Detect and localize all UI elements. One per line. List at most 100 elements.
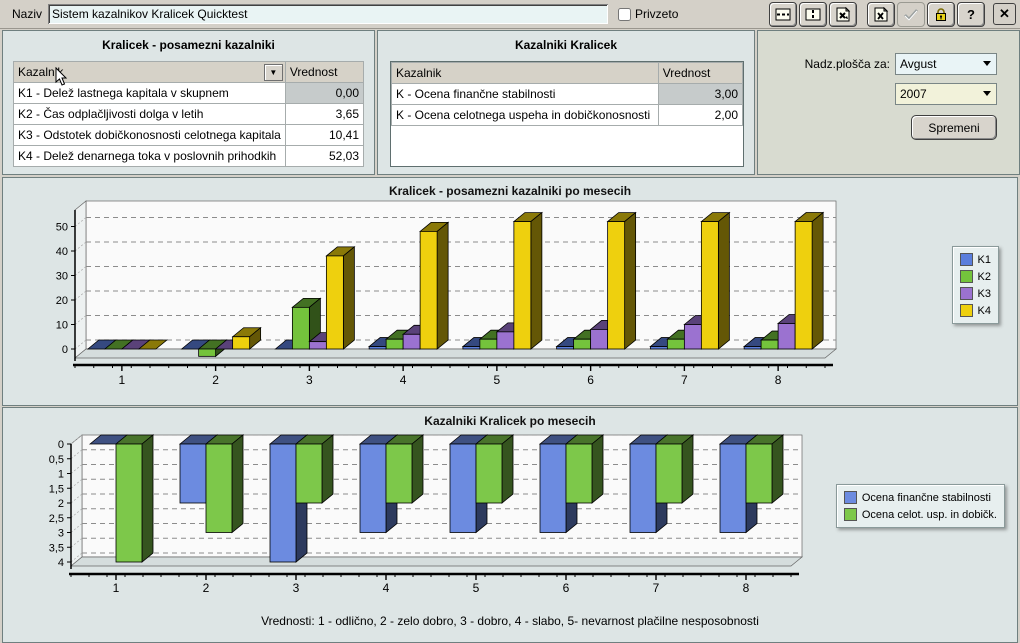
legend-swatch — [960, 270, 973, 283]
legend-item: K4 — [960, 302, 991, 319]
table-row[interactable]: K2 - Čas odplačljivosti dolga v letih3,6… — [14, 104, 364, 125]
cell-kazalnik[interactable]: K4 - Delež denarnega toka v poslovnih pr… — [14, 146, 286, 167]
svg-text:3: 3 — [306, 373, 313, 387]
panel-title: Kazalniki Kralicek — [378, 31, 754, 52]
svg-text:7: 7 — [681, 373, 688, 387]
svg-text:30: 30 — [56, 271, 68, 283]
close-button[interactable]: ✕ — [993, 3, 1016, 25]
chart-panel-posamezni: Kralicek - posamezni kazalniki po meseci… — [2, 177, 1018, 406]
lock-button[interactable] — [927, 2, 955, 27]
svg-text:1: 1 — [113, 581, 120, 595]
chart-legend: Ocena finančne stabilnostiOcena celot. u… — [836, 484, 1005, 528]
legend-item: K1 — [960, 251, 991, 268]
chart-footnote: Vrednosti: 1 - odlično, 2 - zelo dobro, … — [3, 614, 1017, 628]
legend-item: Ocena celot. usp. in dobičk. — [844, 506, 997, 523]
panel-posamezni-kazalniki: Kralicek - posamezni kazalniki Kazalnik … — [2, 30, 375, 175]
split-vertical-button[interactable] — [799, 2, 827, 27]
cell-kazalnik[interactable]: K3 - Odstotek dobičkonosnosti celotnega … — [14, 125, 286, 146]
cell-kazalnik[interactable]: K - Ocena celotnega uspeha in dobičkonos… — [392, 105, 659, 126]
column-header-vrednost[interactable]: Vrednost — [285, 62, 363, 83]
svg-text:0: 0 — [62, 344, 68, 356]
svg-text:6: 6 — [563, 581, 570, 595]
toolbar-buttons: ? ✕ — [769, 2, 1020, 27]
spremeni-button[interactable]: Spremeni — [911, 115, 997, 140]
cell-vrednost[interactable]: 2,00 — [658, 105, 742, 126]
table-row[interactable]: K4 - Delež denarnega toka v poslovnih pr… — [14, 146, 364, 167]
confirm-icon — [903, 8, 919, 21]
cell-vrednost[interactable]: 10,41 — [285, 125, 363, 146]
document-export-button[interactable] — [829, 2, 857, 27]
svg-text:50: 50 — [56, 222, 68, 234]
svg-text:20: 20 — [56, 295, 68, 307]
svg-text:5: 5 — [473, 581, 480, 595]
legend-swatch — [844, 491, 857, 504]
legend-item: K3 — [960, 285, 991, 302]
table-header-row: Kazalnik Vrednost — [392, 63, 743, 84]
privzeto-checkbox[interactable] — [618, 8, 631, 21]
legend-swatch — [960, 253, 973, 266]
table-row[interactable]: K - Ocena celotnega uspeha in dobičkonos… — [392, 105, 743, 126]
nadzplosca-label: Nadz.plošča za: — [805, 57, 890, 71]
svg-text:0,5: 0,5 — [49, 454, 64, 466]
panel-title: Kralicek - posamezni kazalniki — [3, 31, 374, 52]
table-row[interactable]: K3 - Odstotek dobičkonosnosti celotnega … — [14, 125, 364, 146]
chart-panel-kralicek: Kazalniki Kralicek po mesecih 0 0,5 1 1,5 2 2… — [2, 407, 1018, 643]
privzeto-label: Privzeto — [635, 7, 678, 21]
legend-swatch — [844, 508, 857, 521]
document-delete-button[interactable] — [867, 2, 895, 27]
svg-text:1,5: 1,5 — [49, 483, 64, 495]
svg-text:4: 4 — [400, 373, 407, 387]
cell-kazalnik[interactable]: K - Ocena finančne stabilnosti — [392, 84, 659, 105]
cell-vrednost[interactable]: 3,00 — [658, 84, 742, 105]
svg-text:0: 0 — [58, 439, 64, 451]
document-delete-icon — [873, 7, 889, 22]
svg-text:2: 2 — [203, 581, 210, 595]
help-button[interactable]: ? — [957, 2, 985, 27]
legend-swatch — [960, 287, 973, 300]
close-icon: ✕ — [999, 6, 1010, 22]
svg-text:1: 1 — [119, 373, 126, 387]
kralicek-table-area: Kazalnik Vrednost K - Ocena finančne sta… — [390, 61, 744, 167]
column-header-kazalnik[interactable]: Kazalnik — [392, 63, 659, 84]
svg-text:2: 2 — [58, 498, 64, 510]
split-vertical-icon — [805, 8, 821, 21]
svg-text:3: 3 — [58, 528, 64, 540]
svg-text:40: 40 — [56, 246, 68, 258]
svg-text:5: 5 — [494, 373, 501, 387]
mouse-cursor — [55, 67, 69, 87]
svg-text:2: 2 — [212, 373, 219, 387]
year-select-value: 2007 — [900, 87, 927, 101]
panel-kazalniki-kralicek: Kazalniki Kralicek Kazalnik Vrednost K -… — [377, 30, 755, 175]
chevron-down-icon — [983, 91, 991, 96]
cell-vrednost[interactable]: 3,65 — [285, 104, 363, 125]
split-horizontal-button[interactable] — [769, 2, 797, 27]
svg-text:4: 4 — [58, 557, 64, 569]
year-select[interactable]: 2007 — [895, 83, 997, 105]
chart-title: Kralicek - posamezni kazalniki po meseci… — [3, 178, 1017, 198]
month-select[interactable]: Avgust — [895, 53, 997, 75]
cell-vrednost[interactable]: 52,03 — [285, 146, 363, 167]
naziv-label: Naziv — [12, 7, 42, 21]
cell-vrednost[interactable]: 0,00 — [285, 83, 363, 104]
chevron-down-icon — [983, 61, 991, 66]
help-icon: ? — [967, 7, 975, 22]
column-header-vrednost[interactable]: Vrednost — [658, 63, 742, 84]
legend-item: Ocena finančne stabilnosti — [844, 489, 997, 506]
svg-text:7: 7 — [653, 581, 660, 595]
cell-kazalnik[interactable]: K2 - Čas odplačljivosti dolga v letih — [14, 104, 286, 125]
column-filter-button[interactable]: ▼ — [264, 64, 283, 81]
svg-text:3,5: 3,5 — [49, 542, 64, 554]
legend-swatch — [960, 304, 973, 317]
table-row[interactable]: K - Ocena finančne stabilnosti3,00 — [392, 84, 743, 105]
split-horizontal-icon — [775, 8, 791, 21]
naziv-input[interactable] — [48, 4, 608, 24]
chart-legend: K1K2K3K4 — [952, 246, 999, 324]
confirm-button[interactable] — [897, 2, 925, 27]
document-export-icon — [835, 7, 851, 22]
lock-icon — [933, 7, 949, 22]
svg-text:10: 10 — [56, 320, 68, 332]
svg-text:4: 4 — [383, 581, 390, 595]
chart-title: Kazalniki Kralicek po mesecih — [3, 408, 1017, 428]
svg-text:3: 3 — [293, 581, 300, 595]
svg-text:8: 8 — [743, 581, 750, 595]
